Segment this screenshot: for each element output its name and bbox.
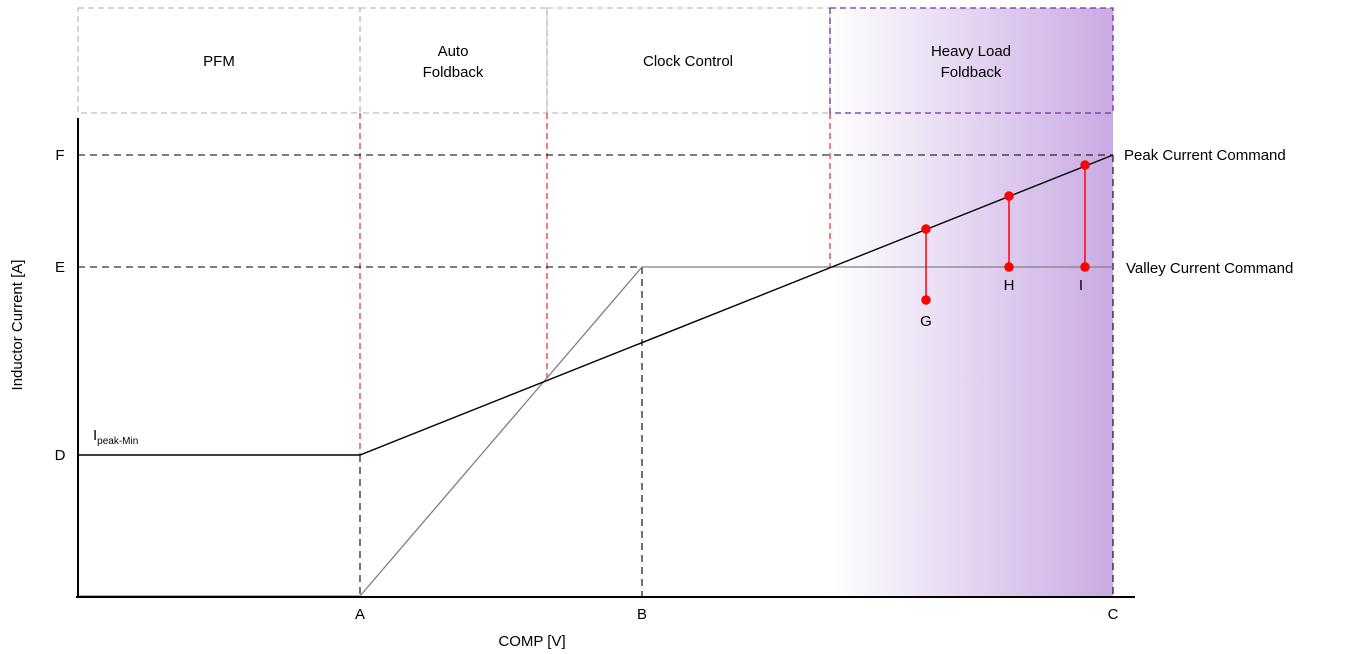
ipeak-min-sub: peak-Min — [97, 436, 138, 447]
peak-current-curve — [78, 154, 1114, 456]
region-box-auto-foldback — [359, 7, 548, 114]
point-label-i: I — [1079, 277, 1083, 294]
heavy-load-shading — [830, 8, 1113, 597]
marker-h-top — [1004, 191, 1014, 201]
point-label-g: G — [920, 313, 932, 330]
valley-current-label: Valley Current Command — [1126, 260, 1293, 277]
region-headers: PFM Auto Foldback Clock Control Heavy Lo… — [77, 7, 1114, 114]
x-axis-title: COMP [V] — [498, 633, 565, 650]
ipeak-min-main: I — [93, 427, 97, 444]
marker-i-bottom — [1080, 262, 1090, 272]
region-box-heavy-load-foldback — [829, 7, 1114, 114]
y-tick-f: F — [55, 147, 64, 164]
y-tick-d: D — [55, 447, 66, 464]
ipeak-min-label: Ipeak-Min — [93, 427, 138, 447]
y-tick-e: E — [55, 259, 65, 276]
region-label-auto-foldback-line1: Auto — [438, 43, 469, 60]
marker-g-top — [921, 224, 931, 234]
region-label-clock-control: Clock Control — [643, 53, 733, 70]
region-label-auto-foldback-line2: Foldback — [423, 64, 484, 81]
region-dividers — [359, 113, 831, 455]
peak-current-label: Peak Current Command — [1124, 147, 1286, 164]
point-label-h: H — [1004, 277, 1015, 294]
region-label-pfm: PFM — [203, 53, 235, 70]
region-label-heavy-load-line2: Foldback — [941, 64, 1002, 81]
marker-h-bottom — [1004, 262, 1014, 272]
current-markers — [921, 160, 1090, 305]
marker-g-bottom — [921, 295, 931, 305]
region-label-heavy-load-line1: Heavy Load — [931, 43, 1011, 60]
x-tick-b: B — [637, 606, 647, 623]
x-tick-a: A — [355, 606, 365, 623]
marker-i-top — [1080, 160, 1090, 170]
x-tick-c: C — [1108, 606, 1119, 623]
y-axis-title: Inductor Current [A] — [9, 260, 26, 391]
